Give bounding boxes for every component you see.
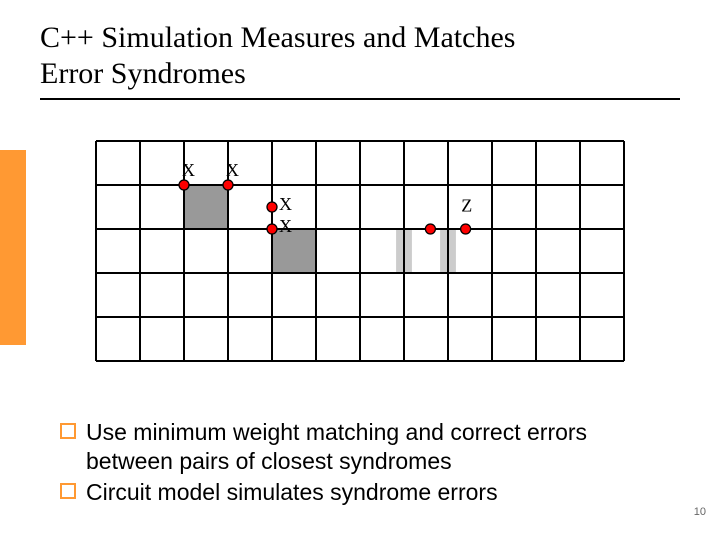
slide-title: C++ Simulation Measures and Matches Erro… <box>40 20 515 92</box>
title-line-2: Error Syndromes <box>40 57 246 90</box>
svg-text:Z: Z <box>461 195 472 215</box>
bullet-item: Use minimum weight matching and correct … <box>60 418 680 476</box>
svg-text:X: X <box>279 216 292 236</box>
page-number: 10 <box>694 506 706 518</box>
title-line-1: C++ Simulation Measures and Matches <box>40 21 515 54</box>
svg-text:X: X <box>182 160 195 180</box>
accent-sidebar <box>0 150 26 345</box>
bullet-marker-icon <box>60 483 76 499</box>
bullet-text: Circuit model simulates syndrome errors <box>86 478 680 507</box>
bullet-marker-icon <box>60 423 76 439</box>
title-underline <box>40 98 680 100</box>
syndrome-grid-diagram: XXXXZ <box>90 135 630 375</box>
bullet-text: Use minimum weight matching and correct … <box>86 418 680 476</box>
bullet-list: Use minimum weight matching and correct … <box>60 418 680 508</box>
bullet-item: Circuit model simulates syndrome errors <box>60 478 680 507</box>
svg-text:X: X <box>226 160 239 180</box>
svg-text:X: X <box>279 194 292 214</box>
